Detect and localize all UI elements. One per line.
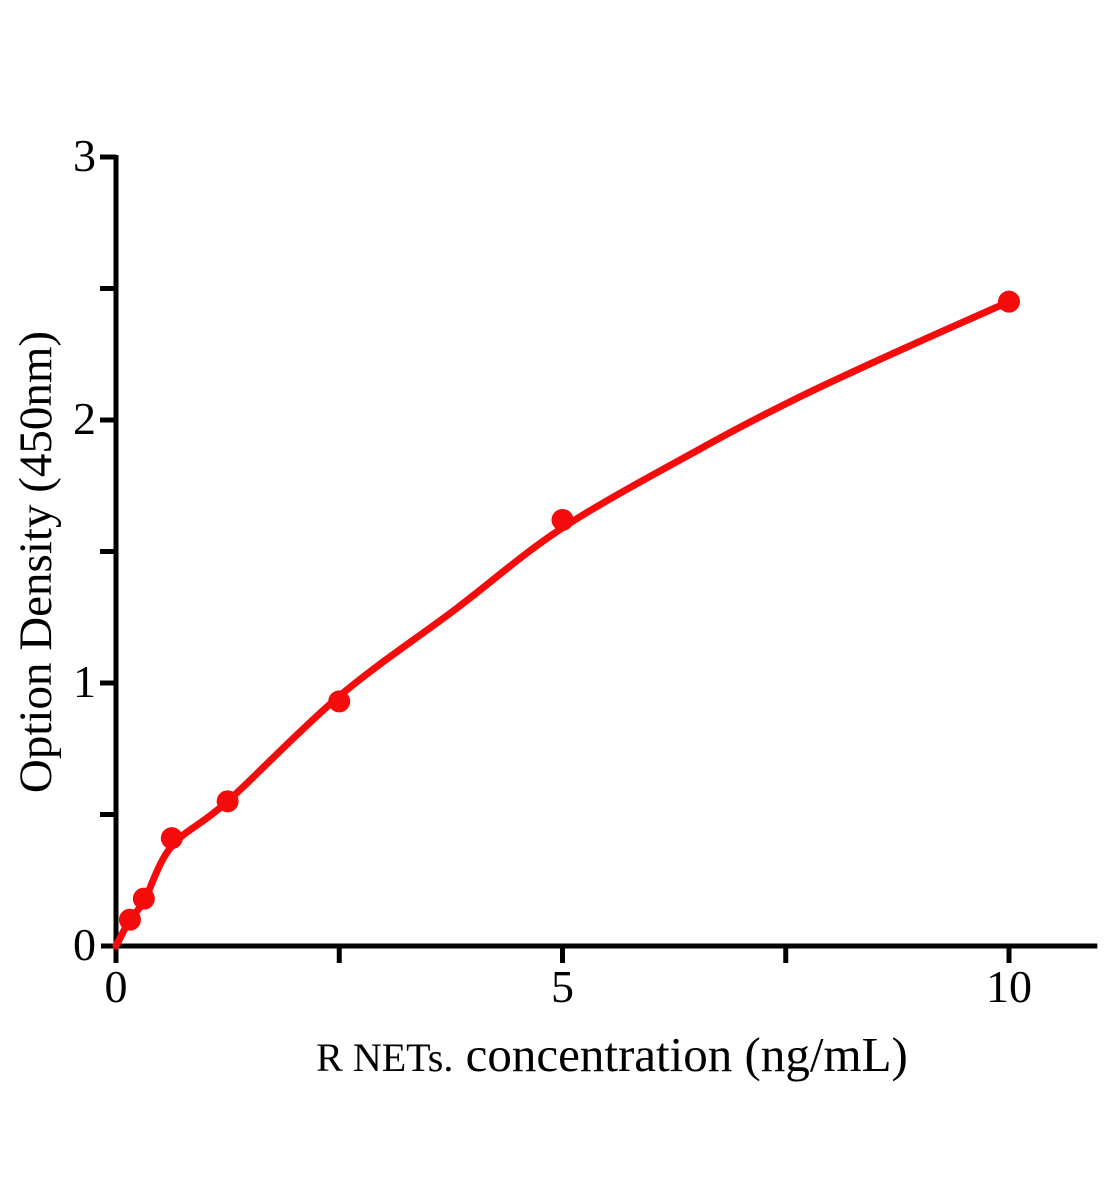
data-point [551, 508, 574, 531]
data-point [328, 690, 351, 713]
data-point [216, 790, 239, 813]
data-point [118, 908, 141, 931]
y-tick-label: 2 [73, 393, 96, 444]
y-tick-label: 3 [73, 130, 96, 181]
y-tick-label: 1 [73, 656, 96, 707]
data-point [998, 290, 1020, 313]
data-point [132, 887, 155, 910]
x-tick-label: 0 [104, 961, 128, 1012]
x-tick-label: 5 [551, 961, 574, 1012]
x-tick-label: 10 [986, 961, 1032, 1012]
x-axis-title-prefix: R NETs. [316, 1035, 454, 1080]
y-axis-title: Option Density (450nm) [10, 330, 62, 794]
x-axis-title-main: concentration (ng/mL) [465, 1027, 908, 1082]
x-axis-title: R NETs. concentration (ng/mL) [316, 1026, 908, 1083]
data-points [118, 290, 1020, 931]
axes [100, 154, 1098, 963]
fit-curve-line [112, 298, 1013, 950]
data-point [160, 827, 183, 850]
y-tick-label: 0 [73, 919, 96, 970]
